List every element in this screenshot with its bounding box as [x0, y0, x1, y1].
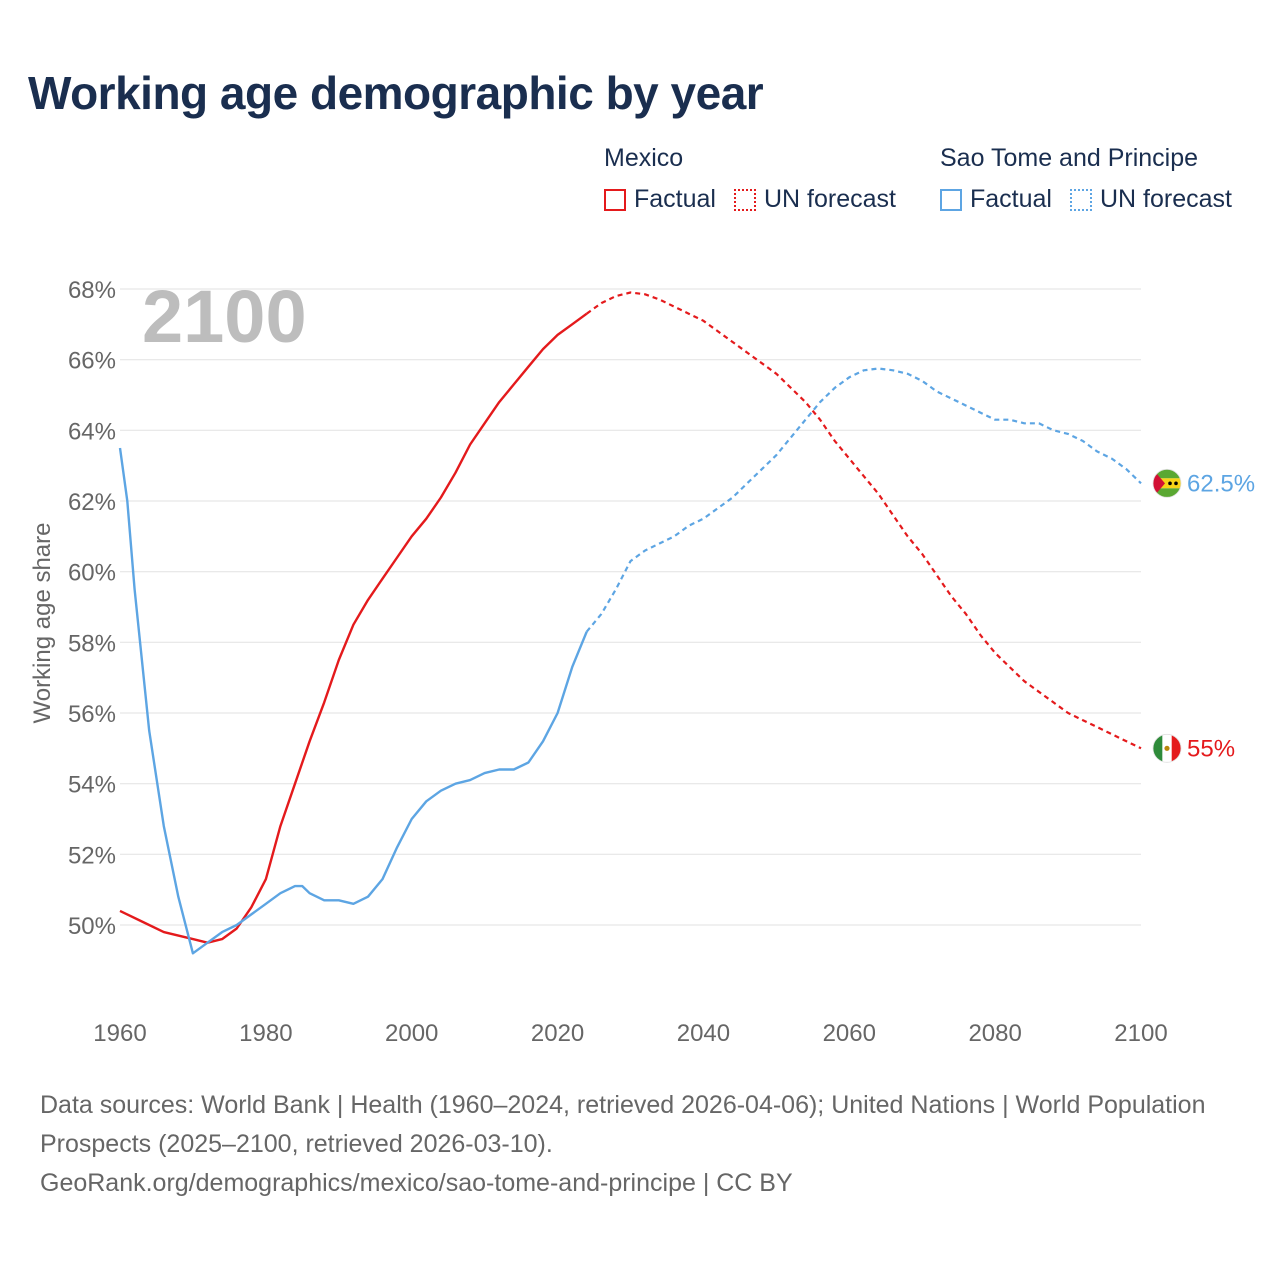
chart-title: Working age demographic by year: [28, 67, 764, 119]
series-line-forecast: [585, 367, 1142, 633]
y-tick-label: 64%: [68, 418, 116, 445]
legend-mexico-factual[interactable]: Factual: [604, 185, 716, 214]
series-end-label: 62.5%: [1187, 470, 1255, 497]
series-lines: [118, 291, 1142, 955]
y-tick-label: 52%: [68, 842, 116, 869]
legend-sao-tome: Sao Tome and Principe Factual UN forecas…: [940, 144, 1232, 214]
x-tick-label: 2100: [1114, 1020, 1167, 1047]
sao-tome-flag-icon: [1152, 468, 1182, 498]
series-end-markers: 55% 62.5%: [1152, 468, 1255, 763]
legend-swatch-dotted-icon: [733, 188, 756, 211]
legend-swatch-solid-icon: [940, 188, 962, 211]
legend-mexico-title: Mexico: [604, 144, 684, 172]
x-tick-label: 2040: [677, 1020, 730, 1047]
x-tick-label: 1960: [93, 1020, 146, 1047]
line-chart: 2100 50% 52% 54% 56% 58% 60% 62% 64% 66% 68% 1960…: [29, 275, 1255, 1047]
y-tick-label: 50%: [68, 913, 116, 940]
series-line-factual: [118, 447, 588, 955]
y-tick-label: 60%: [68, 560, 116, 587]
legend-sao-tome-title: Sao Tome and Principe: [940, 144, 1199, 172]
series-line-factual: [119, 312, 588, 944]
series-line-forecast: [586, 291, 1142, 750]
y-tick-label: 54%: [68, 772, 116, 799]
footer-sources: Data sources: World Bank | Health (1960–…: [40, 1091, 1206, 1158]
year-watermark: 2100: [142, 275, 307, 358]
x-axis-ticks: 1960 1980 2000 2020 2040 2060 2080 2100: [93, 1020, 1167, 1047]
legend-swatch-solid-icon: [604, 188, 626, 211]
y-tick-label: 58%: [68, 630, 116, 657]
y-axis-ticks: 50% 52% 54% 56% 58% 60% 62% 64% 66% 68%: [68, 277, 116, 940]
x-tick-label: 2000: [385, 1020, 438, 1047]
series-end-label: 55%: [1187, 735, 1235, 762]
x-tick-label: 2080: [968, 1020, 1021, 1047]
legend-mexico-forecast[interactable]: UN forecast: [733, 185, 896, 214]
legend-sao-tome-factual[interactable]: Factual: [940, 185, 1052, 214]
legend-swatch-dotted-icon: [1069, 188, 1092, 211]
y-tick-label: 62%: [68, 489, 116, 516]
y-tick-label: 66%: [68, 348, 116, 375]
y-axis-label: Working age share: [29, 523, 56, 724]
legend-label: UN forecast: [1099, 185, 1232, 213]
legend-label: Factual: [634, 185, 716, 213]
legend-mexico: Mexico Factual UN forecast: [604, 144, 896, 214]
footer-attribution: GeoRank.org/demographics/mexico/sao-tome…: [40, 1169, 793, 1197]
gridlines: [120, 288, 1141, 926]
legend-label: Factual: [970, 185, 1052, 213]
x-tick-label: 2060: [823, 1020, 876, 1047]
y-tick-label: 68%: [68, 277, 116, 304]
footer: Data sources: World Bank | Health (1960–…: [40, 1086, 1220, 1203]
mexico-flag-icon: [1152, 733, 1182, 763]
legend-sao-tome-forecast[interactable]: UN forecast: [1069, 185, 1232, 214]
x-tick-label: 1980: [239, 1020, 292, 1047]
y-tick-label: 56%: [68, 701, 116, 728]
legend-label: UN forecast: [763, 185, 896, 213]
x-tick-label: 2020: [531, 1020, 584, 1047]
